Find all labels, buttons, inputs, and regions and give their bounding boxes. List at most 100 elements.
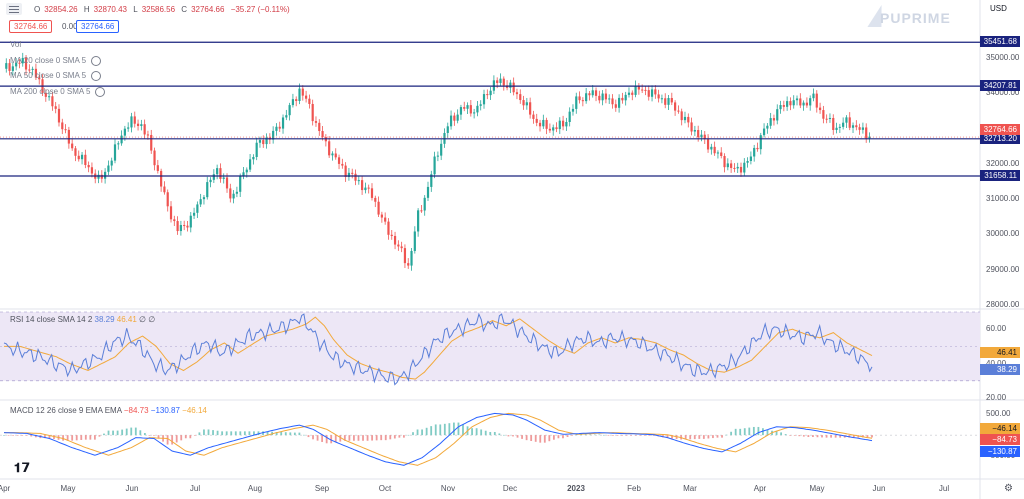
macd-histogram-bar bbox=[507, 435, 510, 437]
macd-histogram-bar bbox=[339, 435, 342, 442]
candle-body bbox=[196, 204, 199, 213]
bid-pill[interactable]: 32764.66 bbox=[9, 20, 53, 33]
tradingview-logo-icon[interactable]: 𝟏𝟳 bbox=[14, 460, 31, 475]
settings-gear-icon: ⚙ bbox=[1004, 483, 1013, 494]
candle-body bbox=[150, 134, 153, 151]
candle-body bbox=[496, 80, 499, 83]
eye-off-icon[interactable] bbox=[95, 87, 105, 97]
candle-body bbox=[153, 150, 156, 166]
currency-label[interactable]: USD bbox=[990, 4, 1007, 13]
macd-histogram-bar bbox=[512, 435, 514, 437]
candle-body bbox=[604, 93, 608, 100]
candle-body bbox=[235, 191, 239, 194]
legend-rsi[interactable]: RSI 14 close SMA 14 2 38.29 46.41 ∅ ∅ bbox=[10, 315, 155, 324]
candle-body bbox=[107, 165, 110, 172]
menu-icon[interactable] bbox=[6, 3, 22, 15]
candle-body bbox=[838, 126, 841, 128]
macd-histogram-bar bbox=[525, 435, 528, 441]
candle-body bbox=[594, 90, 598, 96]
candle-body bbox=[400, 246, 403, 249]
macd-histogram-bar bbox=[66, 435, 69, 441]
legend-macd[interactable]: MACD 12 26 close 9 EMA EMA −84.73 −130.8… bbox=[10, 406, 207, 415]
candle-body bbox=[601, 93, 604, 101]
legend-vol[interactable]: Vol bbox=[10, 40, 22, 49]
candle-body bbox=[624, 94, 627, 101]
candle-body bbox=[611, 98, 614, 105]
macd-histogram-bar bbox=[366, 435, 369, 441]
macd-histogram-bar bbox=[630, 435, 633, 436]
macd-histogram-bar bbox=[216, 430, 219, 436]
candle-body bbox=[555, 127, 558, 130]
candle-body bbox=[31, 68, 34, 70]
close-value: 32764.66 bbox=[191, 5, 225, 14]
macd-histogram-bar bbox=[184, 435, 187, 439]
macd-histogram-bar bbox=[730, 431, 733, 436]
candle-body bbox=[275, 126, 278, 131]
candle-body bbox=[753, 147, 756, 157]
macd-histogram-bar bbox=[384, 435, 387, 441]
candle-body bbox=[637, 85, 640, 90]
macd-histogram-bar bbox=[80, 435, 83, 440]
candle-body bbox=[617, 97, 621, 108]
macd-histogram-bar bbox=[839, 435, 842, 438]
candle-body bbox=[683, 116, 687, 121]
candle-body bbox=[700, 134, 703, 138]
candle-body bbox=[519, 94, 522, 101]
macd-histogram-bar bbox=[307, 435, 310, 438]
price-tick: 30000.00 bbox=[986, 229, 1020, 239]
macd-histogram-bar bbox=[589, 434, 592, 436]
macd-histogram-bar bbox=[562, 435, 564, 439]
rsi-value-tag: 38.29 bbox=[980, 363, 1020, 375]
candle-body bbox=[344, 165, 347, 177]
macd-histogram-bar bbox=[825, 435, 828, 438]
candle-body bbox=[87, 165, 90, 168]
macd-histogram-bar bbox=[598, 434, 601, 436]
macd-histogram-bar bbox=[693, 435, 696, 440]
macd-histogram-bar bbox=[171, 435, 174, 445]
macd-histogram-bar bbox=[48, 435, 51, 439]
candle-body bbox=[670, 98, 673, 103]
candle-body bbox=[136, 123, 140, 126]
legend-ma2[interactable]: MA 50 close 0 SMA 5 bbox=[10, 71, 86, 80]
macd-histogram-bar bbox=[44, 435, 46, 439]
candle-body bbox=[782, 105, 785, 107]
candle-body bbox=[456, 114, 459, 121]
macd-histogram-bar bbox=[584, 434, 587, 436]
macd-histogram-bar bbox=[203, 429, 205, 436]
candle-body bbox=[716, 152, 720, 154]
macd-histogram-bar bbox=[471, 428, 473, 436]
candle-body bbox=[746, 161, 749, 163]
macd-histogram-bar bbox=[412, 432, 414, 436]
x-axis-label: May bbox=[809, 484, 825, 493]
macd-histogram-bar bbox=[262, 431, 264, 436]
macd-histogram-bar bbox=[789, 435, 792, 436]
legend-ma1[interactable]: MA 20 close 0 SMA 5 bbox=[10, 56, 86, 65]
candle-body bbox=[667, 98, 670, 105]
macd-histogram-bar bbox=[707, 435, 710, 439]
candle-body bbox=[561, 120, 565, 127]
candle-body bbox=[588, 93, 591, 96]
candle-body bbox=[206, 182, 209, 198]
ask-pill[interactable]: 32764.66 bbox=[76, 20, 120, 33]
candle-body bbox=[120, 135, 123, 144]
eye-off-icon[interactable] bbox=[91, 71, 101, 81]
candle-body bbox=[795, 98, 799, 101]
candle-body bbox=[314, 121, 318, 123]
candle-body bbox=[38, 77, 41, 80]
legend-ma3[interactable]: MA 200 close 0 SMA 5 bbox=[10, 87, 91, 96]
macd-histogram-bar bbox=[625, 435, 628, 436]
candle-body bbox=[459, 107, 463, 115]
candle-body bbox=[285, 115, 288, 118]
macd-histogram-bar bbox=[121, 429, 124, 436]
candle-body bbox=[377, 201, 380, 215]
candle-body bbox=[578, 96, 581, 101]
candle-body bbox=[176, 221, 179, 232]
candle-body bbox=[647, 90, 650, 97]
candle-body bbox=[328, 141, 331, 156]
macd-histogram-bar bbox=[648, 435, 651, 436]
macd-histogram-bar bbox=[407, 434, 410, 436]
candle-body bbox=[67, 129, 70, 144]
eye-off-icon[interactable] bbox=[91, 56, 101, 66]
macd-histogram-bar bbox=[398, 435, 401, 438]
